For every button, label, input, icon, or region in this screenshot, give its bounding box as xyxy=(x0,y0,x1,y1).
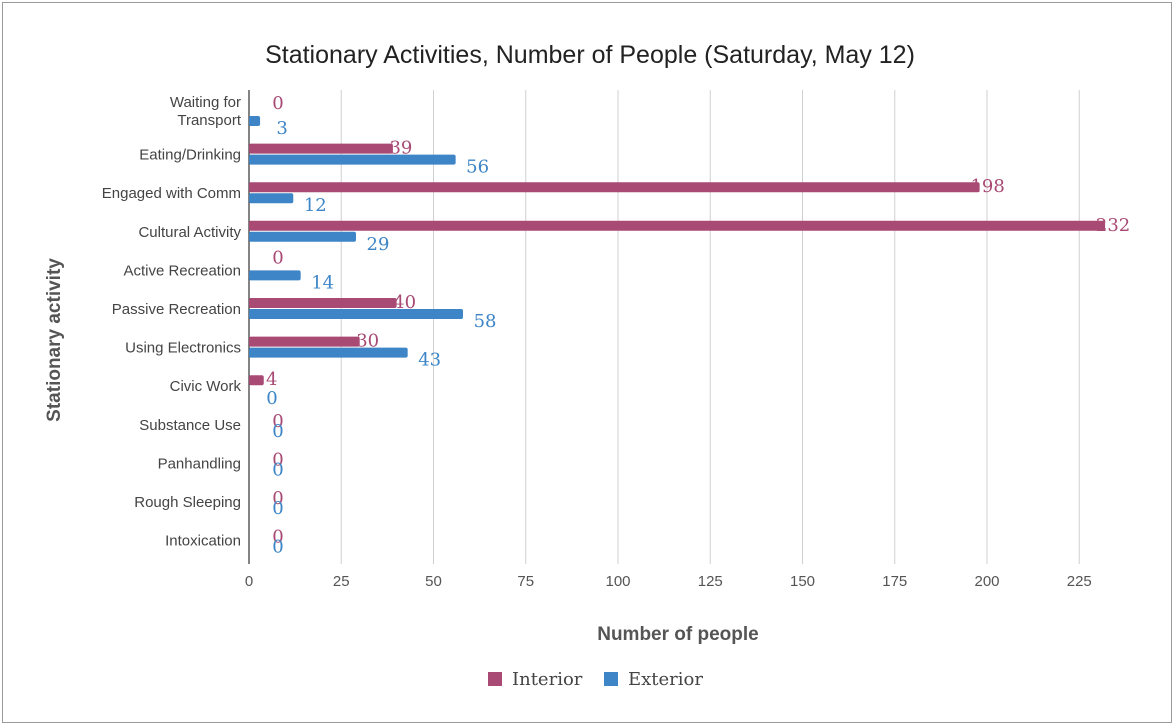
bar-interior xyxy=(249,336,360,347)
bar-interior xyxy=(249,220,1106,231)
bar-interior xyxy=(249,375,264,386)
category-label: Waiting for Transport xyxy=(170,94,242,129)
x-tick-label: 25 xyxy=(333,573,350,590)
x-tick-label: 100 xyxy=(605,573,630,590)
data-label-exterior: 58 xyxy=(474,311,497,332)
data-label-interior: 198 xyxy=(970,176,1004,197)
bar-interior xyxy=(249,143,393,154)
bars xyxy=(249,116,1106,386)
category-label: Intoxication xyxy=(165,533,241,550)
bar-exterior xyxy=(249,154,456,165)
data-label-interior: 30 xyxy=(356,331,379,352)
data-label-exterior: 43 xyxy=(418,350,441,371)
category-label: Using Electronics xyxy=(125,340,241,357)
category-labels: Waiting for Transport Eating/Drinking Engag… xyxy=(102,94,242,550)
data-label-exterior: 56 xyxy=(466,157,489,178)
x-tick-label: 175 xyxy=(882,573,907,590)
data-label-exterior: 12 xyxy=(304,195,327,216)
data-label-interior: 39 xyxy=(389,138,412,159)
category-label: Civic Work xyxy=(170,378,242,395)
data-label-interior: 4 xyxy=(266,369,277,390)
legend-label-interior: Interior xyxy=(512,669,583,690)
x-tick-label: 125 xyxy=(698,573,723,590)
bar-interior xyxy=(249,182,980,193)
category-label: Rough Sleeping xyxy=(134,494,241,511)
category-label: Passive Recreation xyxy=(112,301,241,318)
data-label-exterior: 0 xyxy=(266,388,277,409)
x-tick-label: 200 xyxy=(974,573,999,590)
category-label: Panhandling xyxy=(158,455,241,472)
y-axis-title: Stationary activity xyxy=(44,258,65,422)
data-label-exterior: 14 xyxy=(311,272,334,293)
x-tick-label: 150 xyxy=(790,573,815,590)
bar-exterior xyxy=(249,309,464,319)
data-label-interior: 40 xyxy=(393,292,416,313)
category-label: Substance Use xyxy=(139,417,241,434)
data-label-interior: 0 xyxy=(272,411,283,432)
x-tick-labels: 0 25 50 75 100 125 150 175 200 225 xyxy=(245,573,1092,590)
x-axis-title: Number of people xyxy=(597,624,759,645)
data-label-interior: 0 xyxy=(272,488,283,509)
bar-exterior xyxy=(249,116,261,126)
data-label-interior: 0 xyxy=(272,527,283,548)
data-label-interior: 0 xyxy=(272,93,283,114)
category-label: Active Recreation xyxy=(123,262,241,279)
data-label-interior: 232 xyxy=(1096,215,1130,236)
bar-exterior xyxy=(249,193,294,204)
x-tick-label: 225 xyxy=(1067,573,1092,590)
data-label-interior: 0 xyxy=(272,449,283,470)
bar-exterior xyxy=(249,347,408,358)
category-label: Cultural Activity xyxy=(138,224,241,241)
legend: Interior Exterior xyxy=(488,669,703,690)
legend-swatch-exterior xyxy=(604,672,618,686)
x-tick-label: 75 xyxy=(517,573,534,590)
data-label-exterior: 0 xyxy=(272,537,283,558)
data-label-exterior: 3 xyxy=(276,118,287,139)
data-label-exterior: 0 xyxy=(272,421,283,442)
chart-title: Stationary Activities, Number of People … xyxy=(265,41,915,69)
legend-label-exterior: Exterior xyxy=(628,669,703,690)
category-label: Engaged with Comm xyxy=(102,185,241,202)
bar-exterior xyxy=(249,231,357,242)
bar-interior xyxy=(249,298,397,308)
gridlines xyxy=(248,90,1080,564)
bar-exterior xyxy=(249,270,301,281)
data-label-exterior: 0 xyxy=(272,498,283,519)
x-tick-label: 50 xyxy=(425,573,442,590)
x-tick-label: 0 xyxy=(245,573,253,590)
category-label: Eating/Drinking xyxy=(139,147,241,164)
legend-swatch-interior xyxy=(488,672,502,686)
data-label-exterior: 0 xyxy=(272,459,283,480)
data-label-exterior: 29 xyxy=(367,234,390,255)
data-label-interior: 0 xyxy=(272,247,283,268)
